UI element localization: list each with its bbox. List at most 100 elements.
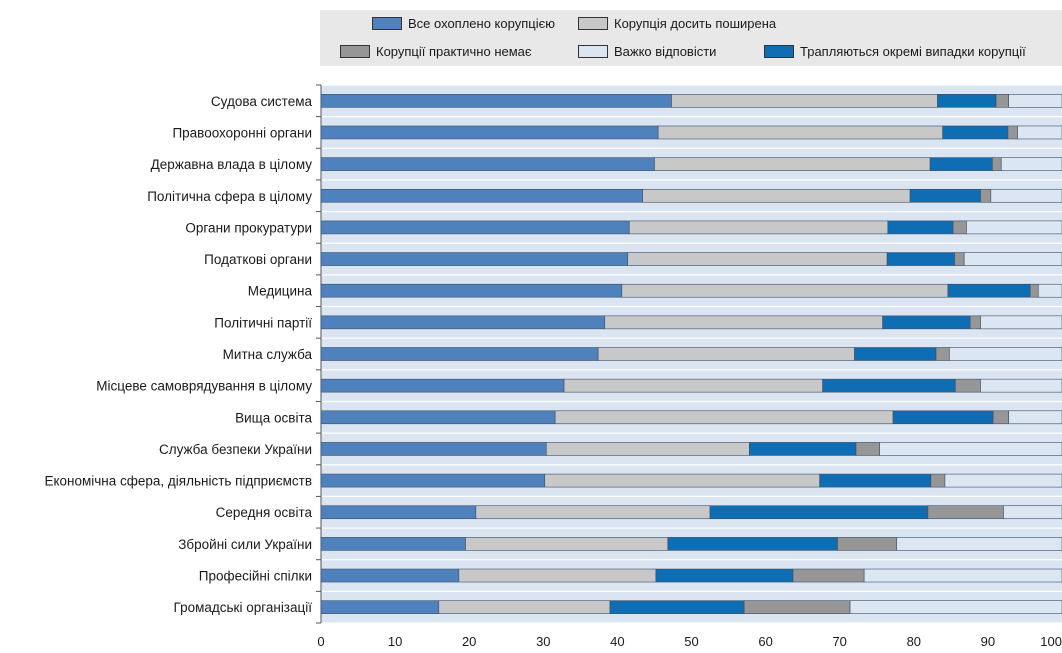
x-tick-label: 0 [317, 634, 324, 649]
bar-segment-practically-none [952, 220, 967, 235]
bar-segment-isolated [655, 568, 794, 583]
bar-segment-widespread [545, 442, 750, 456]
category-label: Політична сфера в цілому [147, 189, 312, 204]
x-tick-label: 80 [907, 634, 921, 649]
chart-legend: Все охоплено корупцією Корупція досить п… [320, 10, 1062, 66]
x-tick-label: 20 [462, 634, 476, 649]
category-label: Державна влада в цілому [151, 157, 313, 172]
bar-segment-widespread [671, 94, 938, 108]
x-tick-label: 60 [758, 634, 772, 649]
bar-segment-practically-none [927, 505, 1004, 520]
legend-label-isolated: Трапляються окремі випадки корупції [800, 44, 1026, 59]
legend-swatch-practically-none [340, 45, 370, 58]
category-label: Служба безпеки України [159, 442, 312, 457]
x-tick-label: 90 [981, 634, 995, 649]
bar-segment-isolated [748, 442, 857, 456]
category-label: Митна служба [223, 347, 313, 362]
bar-segment-isolated [942, 125, 1009, 140]
bar-segment-isolated [887, 220, 954, 235]
bar-segment-hard-to-say [990, 188, 1062, 203]
legend-swatch-all-corrupt [372, 17, 402, 30]
bars [320, 94, 1062, 614]
legend-item-hard-to-say: Важко відповісти [578, 44, 716, 59]
bar-segment-practically-none [935, 347, 950, 361]
bar-segment-all-corrupt [320, 537, 466, 551]
bar-segment-hard-to-say [980, 315, 1062, 330]
category-label: Правоохоронні органи [172, 125, 312, 140]
bar-segment-all-corrupt [320, 188, 643, 203]
gridlines [316, 84, 1062, 624]
bar-segment-isolated [892, 410, 994, 425]
bar-segment-all-corrupt [320, 505, 477, 520]
bar-segment-widespread [465, 537, 669, 551]
bar-segment-hard-to-say [1000, 157, 1062, 171]
bar-segment-widespread [627, 252, 888, 266]
bar-segment-all-corrupt [320, 568, 460, 583]
legend-item-isolated: Трапляються окремі випадки корупції [764, 44, 1026, 59]
category-label: Громадські організації [174, 600, 313, 615]
bar-segment-all-corrupt [320, 315, 606, 330]
legend-label-hard-to-say: Важко відповісти [614, 44, 717, 59]
bar-segment-all-corrupt [320, 442, 547, 456]
bar-segment-all-corrupt [320, 157, 655, 171]
bar-segment-all-corrupt [320, 252, 629, 266]
category-labels: Судова система Правоохоронні органи Держав… [44, 94, 312, 615]
bar-segment-widespread [438, 600, 611, 614]
bar-segment-widespread [621, 283, 949, 298]
bar-segment-practically-none [992, 157, 1002, 171]
bar-segment-isolated [886, 252, 955, 266]
bar-segment-practically-none [855, 442, 881, 456]
bar-segment-isolated [909, 188, 981, 203]
x-tick-label: 40 [610, 634, 624, 649]
bar-segment-hard-to-say [1003, 505, 1062, 520]
bar-segment-widespread [654, 157, 931, 171]
x-tick-label: 10 [388, 634, 402, 649]
bar-segment-hard-to-say [980, 378, 1062, 393]
bar-segment-all-corrupt [320, 220, 630, 235]
category-label: Податкові органи [204, 252, 312, 267]
bar-segment-all-corrupt [320, 125, 659, 140]
bar-segment-isolated [937, 94, 997, 108]
bar-segment-practically-none [995, 94, 1009, 108]
category-label: Органи прокуратури [185, 220, 312, 235]
bar-segment-widespread [458, 568, 657, 583]
category-label: Судова система [211, 94, 313, 109]
bar-segment-isolated [609, 600, 745, 614]
bar-segment-widespread [642, 188, 911, 203]
bar-segment-practically-none [954, 378, 981, 393]
category-label: Середня освіта [216, 505, 313, 520]
category-label: Місцеве самоврядування в цілому [96, 379, 312, 394]
bar-segment-hard-to-say [966, 220, 1062, 235]
bar-segment-practically-none [992, 410, 1009, 425]
bar-segment-widespread [554, 410, 894, 425]
category-label: Вища освіта [235, 410, 312, 425]
bar-segment-hard-to-say [1017, 125, 1062, 140]
bar-segment-practically-none [930, 473, 946, 488]
bar-segment-practically-none [969, 315, 981, 330]
bar-segment-widespread [563, 378, 823, 393]
legend-label-widespread: Корупція досить поширена [614, 16, 777, 31]
x-tick-label: 100 [1040, 634, 1062, 649]
bar-segment-hard-to-say [896, 537, 1062, 551]
category-label: Політичні партії [214, 315, 312, 330]
x-tick-label: 70 [832, 634, 846, 649]
bar-segment-hard-to-say [849, 600, 1062, 614]
bar-segment-hard-to-say [944, 473, 1062, 488]
legend-item-practically-none: Корупції практично немає [340, 44, 532, 59]
bar-segment-all-corrupt [320, 94, 672, 108]
bar-segment-widespread [597, 347, 855, 361]
bar-segment-practically-none [980, 188, 992, 203]
bar-segment-isolated [819, 473, 932, 488]
category-label: Економічна сфера, діяльність підприємств [44, 474, 312, 489]
x-tick-label: 30 [536, 634, 550, 649]
bar-segment-all-corrupt [320, 410, 556, 425]
bar-segment-all-corrupt [320, 347, 599, 361]
bar-segment-all-corrupt [320, 283, 623, 298]
bar-segment-isolated [709, 505, 929, 520]
bar-segment-isolated [822, 378, 956, 393]
category-label: Медицина [248, 284, 313, 299]
bar-segment-hard-to-say [949, 347, 1062, 361]
legend-swatch-widespread [578, 17, 608, 30]
bar-segment-hard-to-say [1008, 94, 1062, 108]
